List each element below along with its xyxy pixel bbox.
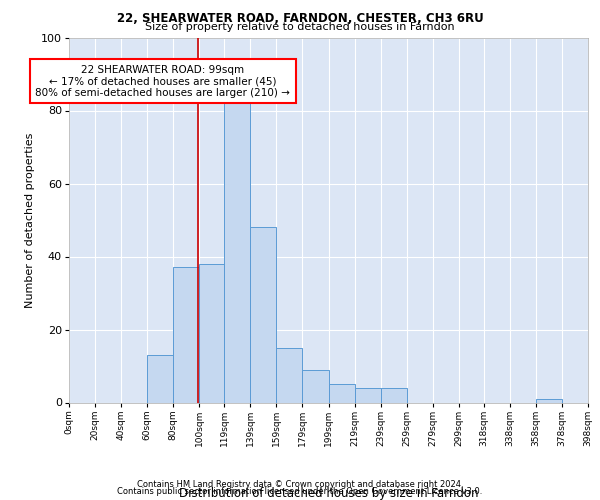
Text: Size of property relative to detached houses in Farndon: Size of property relative to detached ho…: [145, 22, 455, 32]
Text: Contains HM Land Registry data © Crown copyright and database right 2024.: Contains HM Land Registry data © Crown c…: [137, 480, 463, 489]
Bar: [355, 388, 380, 402]
Bar: [224, 88, 250, 403]
Text: 22 SHEARWATER ROAD: 99sqm
← 17% of detached houses are smaller (45)
80% of semi-: 22 SHEARWATER ROAD: 99sqm ← 17% of detac…: [35, 64, 290, 98]
Bar: [277, 348, 302, 403]
Bar: [147, 355, 173, 403]
Text: Contains public sector information licensed under the Open Government Licence v3: Contains public sector information licen…: [118, 487, 482, 496]
Bar: [302, 370, 329, 402]
Text: 22, SHEARWATER ROAD, FARNDON, CHESTER, CH3 6RU: 22, SHEARWATER ROAD, FARNDON, CHESTER, C…: [116, 12, 484, 26]
Bar: [199, 264, 224, 402]
X-axis label: Distribution of detached houses by size in Farndon: Distribution of detached houses by size …: [179, 488, 478, 500]
Bar: [250, 228, 277, 402]
Bar: [380, 388, 407, 402]
Bar: [329, 384, 355, 402]
Bar: [173, 268, 199, 402]
Bar: [536, 399, 562, 402]
Y-axis label: Number of detached properties: Number of detached properties: [25, 132, 35, 308]
